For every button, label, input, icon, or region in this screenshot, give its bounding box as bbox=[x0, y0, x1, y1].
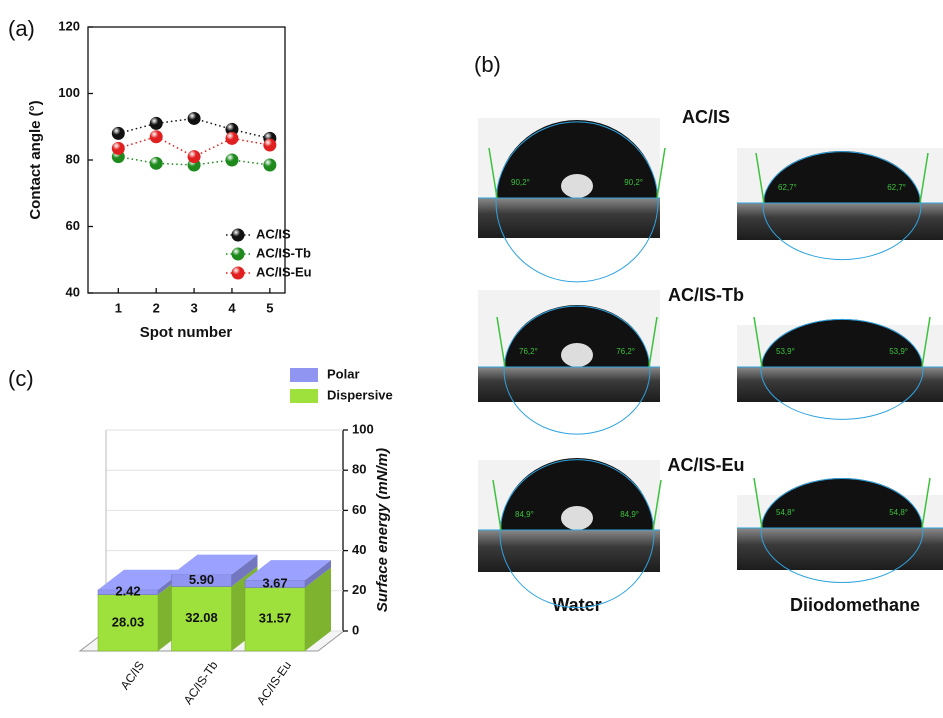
angle-label: 90,2° bbox=[624, 178, 643, 187]
substrate bbox=[737, 528, 943, 570]
column-label: Diiodomethane bbox=[790, 595, 920, 615]
y-tick-label: 80 bbox=[66, 151, 80, 166]
value-label: 5.90 bbox=[189, 572, 214, 587]
legend-label: AC/IS bbox=[256, 226, 291, 241]
data-point bbox=[112, 142, 125, 155]
angle-label: 76,2° bbox=[616, 347, 635, 356]
angle-label: 54,8° bbox=[889, 508, 908, 517]
angle-label: 76,2° bbox=[519, 347, 538, 356]
data-point bbox=[225, 132, 238, 145]
panel-label: (a) bbox=[8, 16, 35, 41]
value-label: 31.57 bbox=[259, 611, 292, 626]
x-tick-label: 3 bbox=[190, 300, 197, 315]
value-label: 28.03 bbox=[112, 614, 145, 629]
y-tick-label: 60 bbox=[352, 502, 366, 517]
legend-label: AC/IS-Tb bbox=[256, 245, 311, 260]
legend-label: Polar bbox=[327, 366, 360, 381]
data-point bbox=[150, 117, 163, 130]
substrate bbox=[737, 203, 943, 240]
data-point bbox=[225, 154, 238, 167]
y-tick-label: 120 bbox=[58, 18, 80, 33]
reflection bbox=[561, 343, 593, 367]
y-tick-label: 100 bbox=[352, 421, 374, 436]
figure: (a) (b) (c) Spot number Contact angle (°… bbox=[0, 0, 943, 718]
sample-label: AC/IS bbox=[682, 107, 730, 127]
data-point bbox=[150, 157, 163, 170]
angle-label: 53,9° bbox=[776, 347, 795, 356]
y-tick-label: 0 bbox=[352, 622, 359, 637]
legend-swatch bbox=[290, 389, 318, 403]
x-tick-label: AC/IS bbox=[118, 659, 147, 693]
panel-label: (c) bbox=[8, 366, 34, 391]
x-tick-label: AC/IS-Tb bbox=[181, 658, 221, 707]
legend-marker bbox=[232, 267, 245, 280]
angle-label: 62,7° bbox=[778, 183, 797, 192]
y-tick-label: 40 bbox=[66, 284, 80, 299]
data-point bbox=[150, 130, 163, 143]
value-label: 32.08 bbox=[185, 610, 218, 625]
x-tick-label: AC/IS-Eu bbox=[254, 659, 294, 708]
legend-marker bbox=[232, 248, 245, 261]
angle-label: 54,8° bbox=[776, 508, 795, 517]
y-tick-label: 60 bbox=[66, 218, 80, 233]
angle-label: 62,7° bbox=[887, 183, 906, 192]
value-label: 3.67 bbox=[262, 575, 287, 590]
angle-label: 90,2° bbox=[511, 178, 530, 187]
angle-label: 84,9° bbox=[515, 510, 534, 519]
data-point bbox=[112, 127, 125, 140]
substrate bbox=[478, 530, 660, 572]
sample-label: AC/IS-Eu bbox=[667, 455, 744, 475]
x-tick-label: 2 bbox=[153, 300, 160, 315]
x-tick-label: 1 bbox=[115, 300, 122, 315]
y-tick-label: 100 bbox=[58, 85, 80, 100]
y-tick-label: 40 bbox=[352, 542, 366, 557]
angle-label: 53,9° bbox=[889, 347, 908, 356]
y-tick-label: 80 bbox=[352, 462, 366, 477]
angle-label: 84,9° bbox=[620, 510, 639, 519]
data-point bbox=[263, 158, 276, 171]
legend-swatch bbox=[290, 368, 318, 382]
substrate bbox=[737, 367, 943, 402]
data-point bbox=[188, 150, 201, 163]
reflection bbox=[561, 174, 593, 198]
data-point bbox=[263, 139, 276, 152]
x-axis-title: Spot number bbox=[140, 324, 233, 341]
x-tick-label: 5 bbox=[266, 300, 273, 315]
column-label: Water bbox=[552, 595, 601, 615]
legend-marker bbox=[232, 229, 245, 242]
droplet bbox=[762, 478, 922, 528]
legend-label: AC/IS-Eu bbox=[256, 264, 312, 279]
substrate bbox=[478, 198, 660, 238]
y-tick-label: 20 bbox=[352, 582, 366, 597]
reflection bbox=[561, 506, 593, 530]
x-tick-label: 4 bbox=[228, 300, 236, 315]
sample-label: AC/IS-Tb bbox=[668, 285, 744, 305]
legend-label: Dispersive bbox=[327, 387, 393, 402]
data-point bbox=[188, 112, 201, 125]
value-label: 2.42 bbox=[115, 584, 140, 599]
y-axis-title: Surface energy (mN/m) bbox=[374, 448, 391, 612]
y-axis-title: Contact angle (°) bbox=[27, 100, 44, 219]
panel-label: (b) bbox=[474, 52, 501, 77]
